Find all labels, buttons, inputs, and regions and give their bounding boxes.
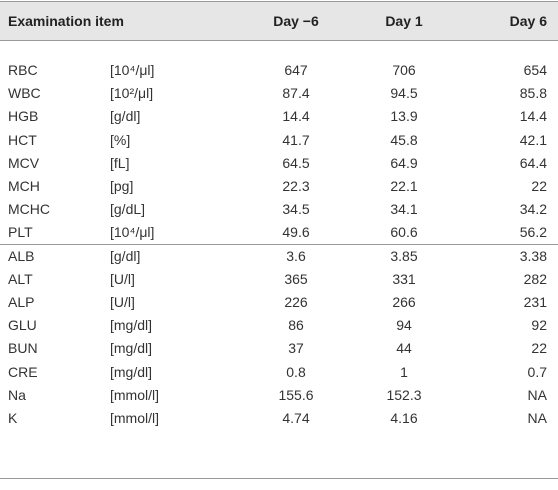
value: 37 (288, 340, 304, 357)
value: 654 (523, 62, 547, 78)
unit: [%] (110, 131, 131, 148)
unit: [mg/dl] (110, 317, 153, 334)
item-name: ALB (8, 247, 35, 264)
column-header: Examination item (8, 13, 124, 29)
value: 45.8 (390, 131, 418, 148)
column-header: Day −6 (273, 13, 319, 29)
top-rule (0, 1, 558, 2)
value: 22 (531, 178, 547, 194)
value: 22.1 (390, 178, 418, 194)
header-rule (0, 40, 558, 41)
item-name: CRE (8, 363, 38, 380)
unit: [mg/dl] (110, 340, 153, 357)
value: 60.6 (390, 224, 418, 241)
column-header: Day 6 (509, 13, 547, 29)
item-name: K (8, 410, 18, 426)
value: 282 (523, 270, 547, 287)
item-name: MCV (8, 154, 40, 171)
item-name: PLT (8, 224, 33, 241)
value: 3.6 (286, 247, 306, 264)
unit: [10⁴/μl] (110, 62, 155, 78)
item-name: GLU (8, 317, 37, 334)
value: 14.4 (519, 108, 547, 125)
value: 0.7 (527, 363, 547, 380)
value: 94.5 (390, 85, 418, 102)
value: 87.4 (282, 85, 310, 102)
value: 706 (392, 62, 416, 78)
value: 64.5 (282, 154, 310, 171)
value: 647 (284, 62, 308, 78)
group-rule (0, 244, 558, 245)
value: 331 (392, 270, 416, 287)
value: 365 (284, 270, 308, 287)
value: 1 (400, 363, 408, 380)
item-name: Na (8, 386, 26, 403)
item-name: ALT (8, 270, 33, 287)
unit: [g/dL] (110, 201, 146, 218)
unit: [U/l] (110, 294, 135, 310)
item-name: MCH (8, 178, 40, 194)
item-name: HGB (8, 108, 39, 125)
item-name: MCHC (8, 201, 50, 218)
item-name: WBC (8, 85, 41, 102)
unit: [U/l] (110, 270, 135, 287)
value: 94 (396, 317, 412, 334)
unit: [mmol/l] (110, 410, 159, 426)
unit: [fL] (110, 154, 130, 171)
value: NA (527, 410, 547, 426)
value: 13.9 (390, 108, 418, 125)
value: 64.9 (390, 154, 418, 171)
unit: [mg/dl] (110, 363, 153, 380)
item-name: HCT (8, 131, 37, 148)
unit: [g/dl] (110, 247, 141, 264)
unit: [10⁴/μl] (110, 224, 155, 241)
value: 3.85 (390, 247, 418, 264)
value: 41.7 (282, 131, 310, 148)
header-background (0, 2, 558, 40)
value: 22 (531, 340, 547, 357)
value: 34.5 (282, 201, 310, 218)
item-name: BUN (8, 340, 38, 357)
bottom-rule (0, 478, 558, 479)
item-name: ALP (8, 294, 35, 310)
unit: [10²/μl] (110, 85, 154, 102)
value: 92 (531, 317, 547, 334)
value: 49.6 (282, 224, 310, 241)
value: NA (527, 386, 547, 403)
value: 4.74 (282, 410, 310, 426)
value: 56.2 (519, 224, 547, 241)
value: 155.6 (278, 386, 314, 403)
unit: [mmol/l] (110, 386, 159, 403)
value: 226 (284, 294, 308, 310)
value: 86 (288, 317, 304, 334)
value: 64.4 (519, 154, 547, 171)
value: 34.1 (390, 201, 418, 218)
value: 3.38 (519, 247, 547, 264)
value: 85.8 (519, 85, 547, 102)
value: 42.1 (519, 131, 547, 148)
value: 34.2 (519, 201, 547, 218)
value: 4.16 (390, 410, 418, 426)
column-header: Day 1 (385, 13, 423, 29)
unit: [g/dl] (110, 108, 141, 125)
value: 266 (392, 294, 416, 310)
value: 152.3 (386, 386, 422, 403)
unit: [pg] (110, 178, 134, 194)
item-name: RBC (8, 62, 38, 78)
value: 0.8 (286, 363, 306, 380)
value: 22.3 (282, 178, 310, 194)
value: 44 (396, 340, 412, 357)
value: 231 (523, 294, 547, 310)
value: 14.4 (282, 108, 310, 125)
